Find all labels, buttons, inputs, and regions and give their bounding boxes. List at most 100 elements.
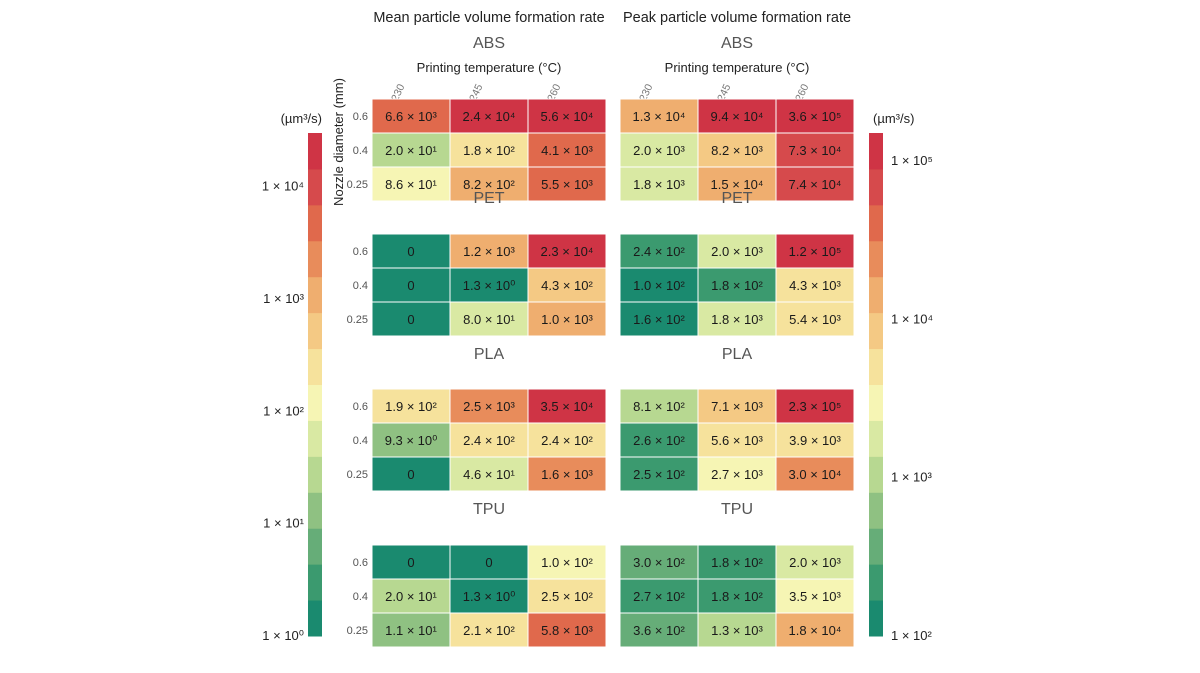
cell-value-label: 1.8 × 10² — [711, 589, 763, 604]
cell-value-label: 8.1 × 10² — [633, 399, 685, 414]
heatmap-cell — [371, 233, 451, 269]
panel-material-title: TPU — [473, 501, 505, 518]
panel-material-title: TPU — [721, 501, 753, 518]
heatmap-cell — [527, 301, 607, 337]
cell-value-label: 2.4 × 10² — [633, 244, 685, 259]
heatmap-cell — [371, 267, 451, 303]
heatmap-cell — [449, 612, 529, 648]
heatmap-cell — [619, 544, 699, 580]
heatmap-cell — [697, 166, 777, 202]
colorbar-segment — [308, 276, 322, 314]
heatmap-cell — [527, 612, 607, 648]
cell-value-label: 7.1 × 10³ — [711, 399, 763, 414]
heatmap-cell — [619, 301, 699, 337]
colorbar-segment — [308, 420, 322, 457]
heatmap-cell — [775, 422, 855, 458]
heatmap-cell — [697, 301, 777, 337]
nozzle-tick-label: 0.25 — [347, 314, 368, 326]
heatmap-cell — [371, 98, 451, 134]
nozzle-tick-label: 0.6 — [353, 401, 368, 413]
cell-value-label: 3.6 × 10⁵ — [789, 109, 842, 124]
cell-value-label: 1.8 × 10³ — [711, 312, 763, 327]
colorbar-segment — [869, 276, 883, 314]
heatmap-cell — [371, 301, 451, 337]
nozzle-tick-label: 0.6 — [353, 246, 368, 258]
heatmap-cell — [697, 98, 777, 134]
colorbar-tick-label: 1 × 10³ — [891, 470, 933, 485]
cell-value-label: 4.1 × 10³ — [541, 143, 593, 158]
nozzle-tick-label: 0.4 — [353, 591, 368, 603]
colorbar-segment — [308, 133, 322, 170]
figure-layer: Mean particle volume formation rate ABS Pr… — [262, 10, 933, 648]
heatmap-cell — [449, 233, 529, 269]
panel-material-title: ABS — [473, 35, 505, 52]
cell-value-label: 2.4 × 10² — [463, 433, 515, 448]
colorbar-tick-label: 1 × 10² — [263, 403, 305, 418]
heatmap-cell — [527, 233, 607, 269]
colorbar-segment — [308, 240, 322, 278]
colorbar-segment — [869, 600, 883, 637]
heatmap-cell — [449, 422, 529, 458]
cell-value-label: 8.0 × 10¹ — [463, 312, 515, 327]
cell-value-label: 2.7 × 10³ — [711, 467, 763, 482]
colorbar-segment — [869, 240, 883, 278]
cell-value-label: 2.0 × 10¹ — [385, 589, 437, 604]
cell-value-label: 0 — [407, 555, 414, 570]
colorbar-tick-label: 1 × 10⁴ — [262, 179, 304, 194]
cell-value-label: 1.1 × 10¹ — [385, 623, 437, 638]
heatmap-cell — [371, 456, 451, 492]
heatmap-cell — [775, 578, 855, 614]
heatmap-cell — [775, 166, 855, 202]
heatmap-cell — [371, 612, 451, 648]
cell-value-label: 0 — [407, 312, 414, 327]
colorbar-segment — [869, 133, 883, 170]
heatmap-cell — [619, 132, 699, 168]
cell-value-label: 2.4 × 10⁴ — [463, 109, 516, 124]
cell-value-label: 1.0 × 10² — [633, 278, 685, 293]
cell-value-label: 1.8 × 10⁴ — [789, 623, 842, 638]
heatmap-cell — [449, 578, 529, 614]
heatmap-cell — [697, 456, 777, 492]
cell-value-label: 5.6 × 10³ — [711, 433, 763, 448]
colorbar-segment — [308, 456, 322, 493]
colorbar-segment — [308, 528, 322, 565]
panel-material-title: PET — [721, 190, 752, 207]
heatmap-cell — [527, 456, 607, 492]
colorbar-segment — [308, 348, 322, 385]
heatmap-cell — [527, 132, 607, 168]
heatmap-cell — [527, 267, 607, 303]
cell-value-label: 3.9 × 10³ — [789, 433, 841, 448]
cell-value-label: 2.7 × 10² — [633, 589, 685, 604]
cell-value-label: 3.0 × 10⁴ — [789, 467, 842, 482]
cell-value-label: 1.6 × 10² — [633, 312, 685, 327]
heatmap-cell — [449, 132, 529, 168]
cell-value-label: 5.5 × 10³ — [541, 177, 593, 192]
nozzle-tick-label: 0.25 — [347, 179, 368, 191]
colorbar-segment — [308, 600, 322, 637]
heatmap-cell — [697, 233, 777, 269]
cell-value-label: 3.6 × 10² — [633, 623, 685, 638]
cell-value-label: 1.8 × 10³ — [633, 177, 685, 192]
cell-value-label: 1.8 × 10² — [711, 278, 763, 293]
nozzle-tick-label: 0.25 — [347, 469, 368, 481]
colorbar-segment — [308, 492, 322, 529]
cell-value-label: 2.5 × 10² — [541, 589, 593, 604]
cell-value-label: 4.3 × 10² — [541, 278, 593, 293]
colorbar-segment — [869, 564, 883, 601]
cell-value-label: 1.2 × 10³ — [463, 244, 515, 259]
cell-value-label: 7.4 × 10⁴ — [789, 177, 842, 192]
panel-material-title: ABS — [721, 35, 753, 52]
heatmap-cell — [449, 267, 529, 303]
heatmap-cell — [697, 544, 777, 580]
heatmap-cell — [775, 132, 855, 168]
cell-value-label: 2.0 × 10³ — [789, 555, 841, 570]
cell-value-label: 1.5 × 10⁴ — [711, 177, 764, 192]
colorbar-tick-label: 1 × 10⁵ — [891, 153, 933, 168]
cell-value-label: 3.5 × 10³ — [789, 589, 841, 604]
y-axis-label: Nozzle diameter (mm) — [331, 78, 346, 206]
cell-value-label: 1.3 × 10⁰ — [463, 278, 516, 293]
cell-value-label: 8.2 × 10³ — [711, 143, 763, 158]
cell-value-label: 8.6 × 10¹ — [385, 177, 437, 192]
panel-material-title: PLA — [722, 346, 753, 363]
